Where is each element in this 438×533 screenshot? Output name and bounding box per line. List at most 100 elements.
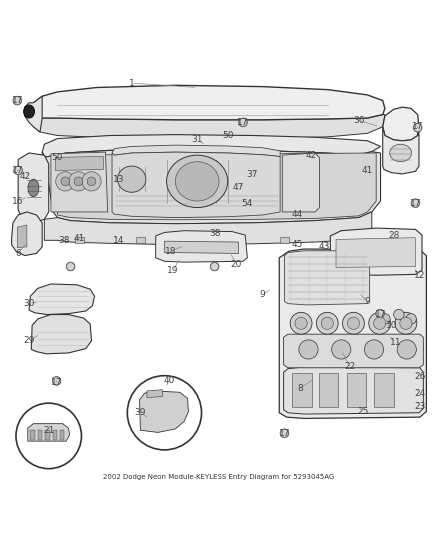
Circle shape [380, 313, 390, 324]
Text: 10: 10 [386, 321, 397, 330]
Polygon shape [45, 430, 49, 440]
Circle shape [374, 317, 386, 329]
Circle shape [347, 317, 360, 329]
Circle shape [69, 172, 88, 191]
Polygon shape [31, 115, 385, 139]
Polygon shape [75, 237, 84, 244]
Circle shape [411, 199, 420, 207]
Text: 17: 17 [410, 199, 421, 208]
Polygon shape [38, 430, 42, 440]
Text: 23: 23 [414, 402, 426, 411]
Polygon shape [28, 424, 70, 441]
Text: 36: 36 [353, 116, 364, 125]
Circle shape [316, 312, 338, 334]
Text: 18: 18 [165, 247, 177, 256]
Circle shape [127, 376, 201, 450]
Polygon shape [318, 374, 338, 407]
Polygon shape [31, 314, 92, 354]
Ellipse shape [166, 155, 228, 207]
Text: 25: 25 [357, 407, 369, 416]
Text: 17: 17 [279, 429, 290, 438]
Circle shape [16, 403, 81, 469]
Circle shape [56, 172, 75, 191]
Polygon shape [17, 225, 27, 248]
Polygon shape [383, 107, 419, 141]
Text: 8: 8 [297, 384, 303, 393]
Polygon shape [112, 152, 280, 217]
Text: 2002 Dodge Neon Module-KEYLESS Entry Diagram for 5293045AG: 2002 Dodge Neon Module-KEYLESS Entry Dia… [103, 473, 335, 480]
Circle shape [406, 313, 417, 324]
Text: 43: 43 [318, 243, 329, 252]
Text: 54: 54 [242, 199, 253, 208]
Polygon shape [164, 241, 239, 253]
Polygon shape [25, 96, 42, 132]
Text: 17: 17 [11, 96, 23, 105]
Text: 16: 16 [12, 197, 24, 206]
Polygon shape [42, 149, 381, 224]
Text: 17: 17 [375, 310, 386, 319]
Text: 6: 6 [15, 249, 21, 258]
Ellipse shape [117, 166, 146, 192]
Polygon shape [29, 284, 95, 314]
Circle shape [13, 96, 21, 105]
Text: 12: 12 [414, 271, 426, 280]
Circle shape [395, 312, 417, 334]
Circle shape [299, 340, 318, 359]
Text: 44: 44 [292, 209, 303, 219]
Polygon shape [112, 145, 280, 157]
Polygon shape [284, 334, 424, 368]
Circle shape [369, 312, 391, 334]
Text: 11: 11 [390, 338, 402, 348]
Text: 37: 37 [246, 171, 258, 179]
Circle shape [66, 262, 75, 271]
Text: 17: 17 [51, 378, 62, 387]
Polygon shape [30, 430, 35, 440]
Circle shape [413, 123, 422, 132]
Text: 38: 38 [58, 236, 70, 245]
Text: 50: 50 [52, 153, 63, 162]
Text: 42: 42 [305, 151, 316, 160]
Circle shape [74, 177, 83, 185]
Circle shape [52, 376, 61, 385]
Text: 17: 17 [237, 118, 249, 127]
Circle shape [280, 429, 289, 438]
Polygon shape [155, 231, 247, 262]
Text: 20: 20 [231, 260, 242, 269]
Text: 17: 17 [11, 166, 23, 175]
Circle shape [364, 340, 384, 359]
Circle shape [290, 312, 312, 334]
Polygon shape [215, 237, 223, 244]
Text: 47: 47 [233, 183, 244, 192]
Text: 28: 28 [388, 231, 399, 240]
Circle shape [295, 317, 307, 329]
Polygon shape [292, 374, 311, 407]
Circle shape [87, 177, 96, 185]
Polygon shape [44, 212, 372, 245]
Polygon shape [285, 251, 370, 305]
Text: 50: 50 [222, 131, 233, 140]
Polygon shape [280, 237, 289, 244]
Circle shape [400, 317, 412, 329]
Polygon shape [12, 212, 42, 256]
Text: 9: 9 [260, 290, 265, 300]
Text: 31: 31 [191, 135, 203, 144]
Text: 26: 26 [414, 372, 426, 381]
Polygon shape [283, 153, 319, 212]
Polygon shape [60, 430, 64, 440]
Polygon shape [347, 374, 366, 407]
Polygon shape [55, 157, 103, 171]
Text: 41: 41 [362, 166, 373, 175]
Text: 39: 39 [134, 408, 146, 417]
Circle shape [210, 262, 219, 271]
Text: 45: 45 [292, 240, 303, 249]
Polygon shape [53, 430, 57, 440]
Text: 17: 17 [412, 122, 424, 131]
Text: 22: 22 [344, 362, 356, 372]
Polygon shape [31, 85, 385, 120]
Text: 24: 24 [414, 389, 425, 398]
Ellipse shape [390, 144, 412, 161]
Text: 30: 30 [23, 299, 35, 308]
Polygon shape [330, 228, 422, 275]
Circle shape [239, 118, 247, 127]
Circle shape [343, 312, 364, 334]
